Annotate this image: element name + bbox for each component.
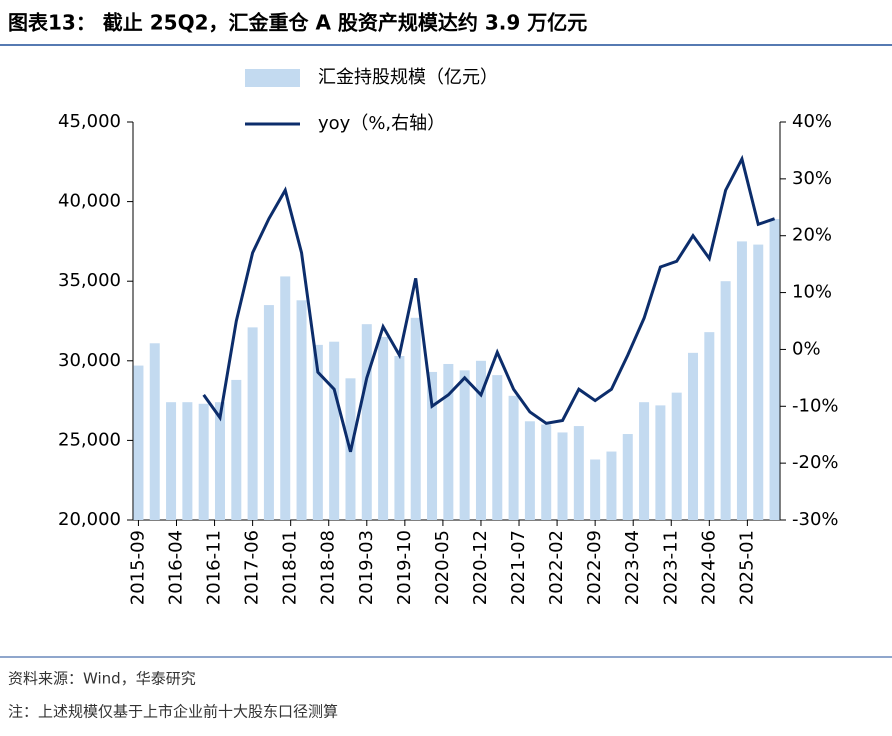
bar (149, 343, 160, 520)
y-tick-label: 20,000 (58, 509, 121, 530)
bar (263, 305, 274, 520)
x-tick-label: 2024-06 (698, 530, 719, 605)
x-tick-label: 2017-06 (242, 530, 263, 605)
bar (655, 405, 666, 520)
bar (557, 432, 568, 520)
bar (296, 300, 307, 520)
y2-tick-label: 40% (792, 111, 832, 132)
bar (720, 281, 731, 520)
x-tick-label: 2019-10 (394, 530, 415, 605)
y2-tick-label: -10% (792, 395, 839, 416)
bar (198, 403, 209, 520)
bar (459, 370, 470, 520)
bar (361, 324, 372, 520)
legend-swatch (245, 69, 300, 87)
note: 注：上述规模仅基于上市企业前十大股东口径测算 (8, 703, 338, 721)
bar (410, 317, 421, 520)
y2-tick-label: 20% (792, 225, 832, 246)
x-tick-label: 2015-09 (127, 530, 148, 605)
x-tick-label: 2021-07 (508, 530, 529, 605)
y-tick-label: 35,000 (58, 270, 121, 291)
x-tick-label: 2025-01 (736, 530, 757, 605)
bar (394, 356, 405, 520)
bar (475, 360, 486, 520)
bar (247, 327, 258, 520)
x-tick-label: 2022-09 (584, 530, 605, 605)
bar (573, 426, 584, 520)
y2-tick-label: 30% (792, 168, 832, 189)
x-tick-label: 2023-11 (660, 530, 681, 605)
bar (736, 241, 747, 520)
bar (508, 395, 519, 520)
source: 资料来源：Wind，华泰研究 (8, 670, 196, 688)
x-tick-label: 2018-08 (318, 530, 339, 605)
y2-tick-label: 10% (792, 282, 832, 303)
bar (639, 402, 650, 520)
y2-tick-label: -30% (792, 509, 839, 530)
bar (671, 392, 682, 520)
y-tick-label: 45,000 (58, 111, 121, 132)
x-tick-label: 2019-03 (356, 530, 377, 605)
bar (590, 459, 601, 520)
bar (214, 402, 225, 520)
bar (280, 276, 291, 520)
bar (688, 352, 699, 520)
x-tick-label: 2022-02 (546, 530, 567, 605)
y-tick-label: 25,000 (58, 429, 121, 450)
bar (492, 375, 503, 520)
x-tick-label: 2020-12 (470, 530, 491, 605)
bar (524, 421, 535, 520)
y-tick-label: 40,000 (58, 191, 121, 212)
bar (704, 332, 715, 520)
bar (329, 341, 340, 520)
x-tick-label: 2016-11 (204, 530, 225, 605)
bar (541, 424, 552, 520)
bar (378, 336, 389, 520)
bar (622, 434, 633, 520)
bar (231, 379, 242, 520)
legend-label: yoy（%,右轴） (318, 113, 445, 134)
chart-title: 图表13： 截止 25Q2，汇金重仓 A 股资产规模达约 3.9 万亿元 (8, 11, 587, 35)
y-tick-label: 30,000 (58, 350, 121, 371)
bar (753, 244, 764, 521)
bar (166, 402, 177, 520)
bar (606, 451, 617, 520)
bar (427, 371, 438, 520)
line (202, 154, 776, 453)
x-tick-label: 2020-05 (432, 530, 453, 605)
bar (443, 363, 454, 520)
x-tick-label: 2023-04 (622, 530, 643, 605)
y2-tick-label: -20% (792, 452, 839, 473)
x-tick-label: 2018-01 (280, 530, 301, 605)
legend-label: 汇金持股规模（亿元） (318, 67, 498, 88)
bar (133, 365, 144, 520)
bar (769, 219, 780, 520)
x-tick-label: 2016-04 (165, 530, 186, 605)
bar (182, 402, 193, 520)
y2-tick-label: 0% (792, 338, 821, 359)
bar (312, 344, 323, 520)
